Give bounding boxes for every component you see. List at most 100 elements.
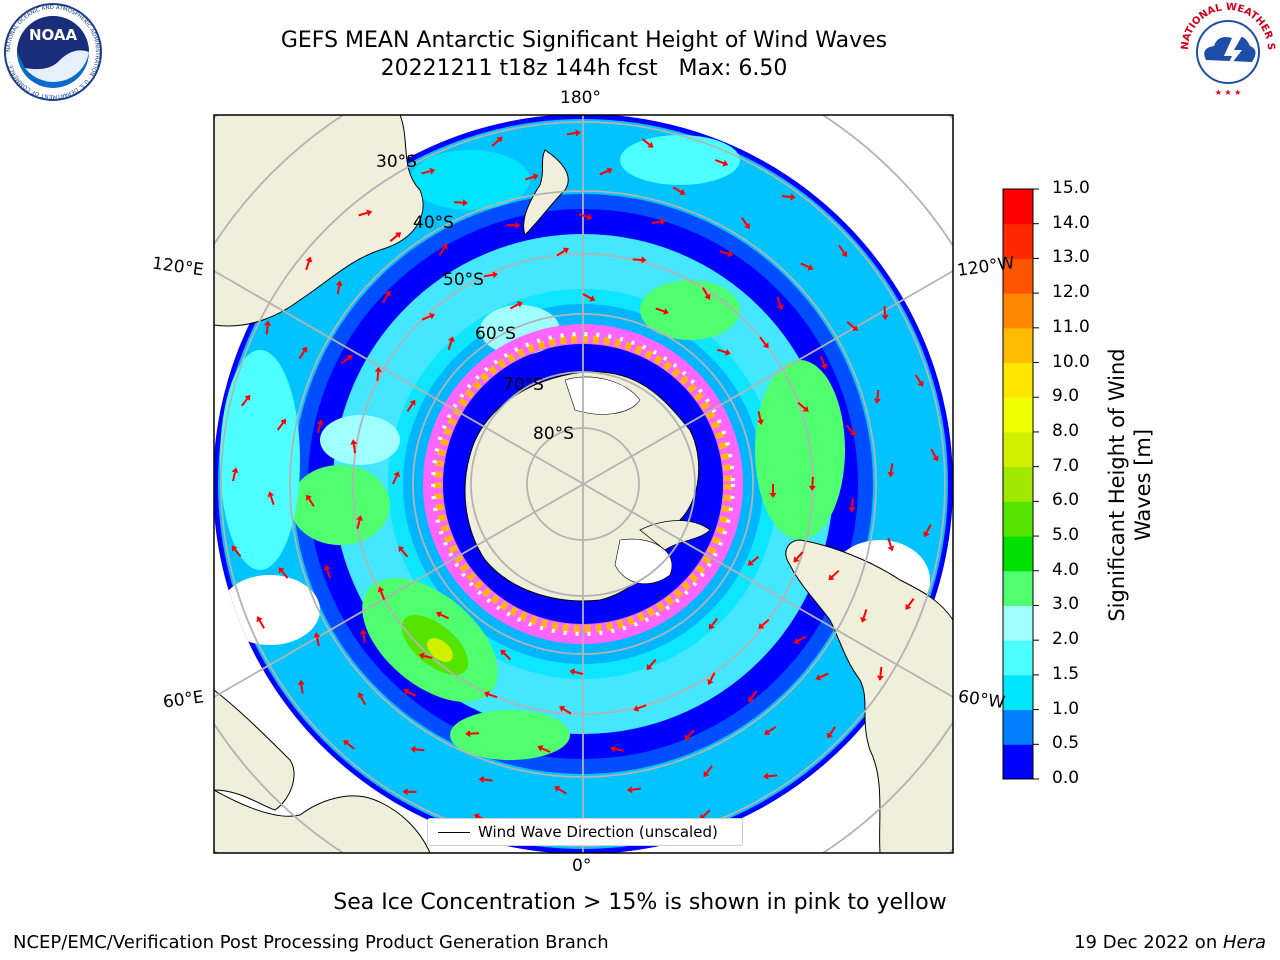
wind-wave-arrow (234, 548, 242, 558)
wind-wave-arrow (362, 633, 366, 644)
wind-wave-arrow (767, 774, 778, 778)
colorbar-segment (1003, 744, 1033, 780)
colorbar-tick-label: 0.0 (1052, 768, 1080, 788)
wind-wave-arrow (714, 159, 725, 165)
wind-wave-arrowhead (532, 173, 539, 181)
lon-label-0: 0° (572, 856, 592, 876)
lat-label-60s: 60°S (475, 324, 516, 344)
wind-wave-arrow (750, 690, 758, 699)
noaa-logo-text: NOAA (29, 26, 78, 44)
wind-wave-arrow (503, 652, 512, 661)
wind-wave-arrow (887, 537, 892, 547)
wind-wave-arrowhead (808, 485, 816, 491)
colorbar-tick-label: 14.0 (1052, 212, 1090, 233)
wind-wave-arrowhead (478, 776, 485, 783)
colorbar-tick-label: 11.0 (1052, 316, 1090, 337)
wind-wave-arrowhead (764, 729, 771, 735)
wind-wave-arrowhead (647, 141, 654, 148)
wind-wave-arrowhead (374, 366, 382, 373)
wind-wave-arrow (761, 618, 770, 627)
wind-wave-arrow (509, 303, 519, 310)
wind-wave-arrowhead (708, 623, 715, 630)
wind-wave-arrowhead (301, 346, 308, 353)
wind-wave-arrowhead (633, 705, 640, 712)
lat-label-50s: 50°S (443, 270, 484, 290)
wind-wave-arrowhead (537, 745, 544, 752)
wind-wave-arrowhead (820, 363, 828, 370)
wind-wave-arrow (406, 403, 414, 412)
wind-wave-arrow (265, 325, 269, 335)
wind-wave-arrowhead (429, 167, 436, 175)
wind-wave-arrow (876, 389, 880, 399)
wind-wave-arrowhead (876, 675, 884, 681)
wind-wave-arrow (392, 475, 398, 485)
wind-wave-arrow (701, 287, 709, 296)
lat-label-40s: 40°S (413, 213, 454, 233)
wind-wave-arrowhead (429, 312, 436, 320)
lat-label-80s: 80°S (533, 424, 574, 444)
wind-wave-arrowhead (748, 696, 755, 703)
wind-wave-arrow (796, 551, 804, 560)
wind-wave-arrow (389, 234, 398, 242)
wind-wave-arrow (308, 498, 315, 507)
wind-wave-arrowhead (849, 429, 856, 436)
wind-wave-arrowhead (679, 188, 686, 196)
wind-wave-arrowhead (747, 559, 754, 566)
wind-wave-arrowhead (306, 494, 312, 501)
wind-wave-arrowhead (851, 325, 859, 331)
wind-wave-arrowhead (562, 247, 569, 254)
wind-wave-arrowhead (860, 616, 867, 623)
title-line-2: 20221211 t18z 144h fcst Max: 6.50 (380, 56, 788, 81)
wind-wave-arrow (649, 658, 657, 667)
wind-wave-arrow (750, 555, 760, 564)
nws-stars: ★ ★ ★ (1215, 88, 1242, 97)
wind-wave-arrow (831, 569, 840, 578)
wind-wave-arrow (484, 273, 494, 278)
colorbar-tick-label: 13.0 (1052, 247, 1090, 268)
wind-wave-arrowhead (473, 813, 480, 820)
wind-wave-arrowhead (267, 491, 275, 498)
wind-wave-arrowhead (758, 622, 765, 629)
sea-ice-caption: Sea Ice Concentration > 15% is shown in … (333, 890, 947, 915)
wind-wave-arrow (276, 422, 284, 431)
wind-wave-arrowhead (727, 250, 734, 258)
wind-wave-arrowhead (393, 471, 400, 478)
wind-wave-arrowhead (663, 308, 669, 315)
map-title: GEFS MEAN Antarctic Significant Height o… (0, 27, 1168, 83)
wind-wave-arrow (415, 748, 425, 752)
wind-wave-arrow (483, 778, 493, 782)
wind-wave-arrowhead (359, 629, 367, 635)
colorbar-tick-label: 7.0 (1052, 455, 1080, 476)
africa-land (214, 789, 431, 853)
wind-wave-arrow (687, 729, 695, 738)
wind-wave-arrow (400, 549, 409, 558)
wind-wave-arrow (711, 617, 719, 627)
colorbar-segment (1003, 570, 1033, 606)
colorbar-tick-label: 4.0 (1052, 559, 1080, 580)
wind-wave-arrowhead (684, 734, 691, 741)
wind-wave-arrow (316, 424, 322, 434)
colorbar (1003, 188, 1039, 780)
wind-wave-arrowhead (357, 692, 364, 699)
wind-wave-arrow (845, 424, 854, 433)
colorbar-tick-label: 1.5 (1052, 663, 1080, 684)
colorbar-segment (1003, 501, 1033, 537)
lat-label-30s: 30°S (376, 152, 417, 172)
wind-wave-arrow (566, 132, 577, 136)
colorbar-segment (1003, 293, 1033, 329)
wind-wave-arrow (340, 357, 350, 365)
wind-wave-arrow (382, 294, 389, 304)
noaa-logo: NATIONAL OCEANIC AND ATMOSPHERIC ADMINIS… (3, 2, 103, 106)
map-legend: Wind Wave Direction (unscaled) (427, 818, 743, 846)
wind-wave-arrowhead (917, 380, 924, 387)
colorbar-segment (1003, 605, 1033, 641)
wind-wave-arrow (709, 672, 716, 682)
lat-label-70s: 70°S (503, 375, 544, 395)
wind-wave-arrowhead (435, 611, 442, 618)
wind-wave-arrow (776, 296, 782, 306)
wind-wave-arrowhead (356, 515, 364, 521)
legend-line-icon (438, 831, 470, 833)
wind-wave-arrowhead (418, 652, 425, 660)
wind-wave-arrow (447, 340, 453, 350)
australia-land (214, 115, 424, 327)
